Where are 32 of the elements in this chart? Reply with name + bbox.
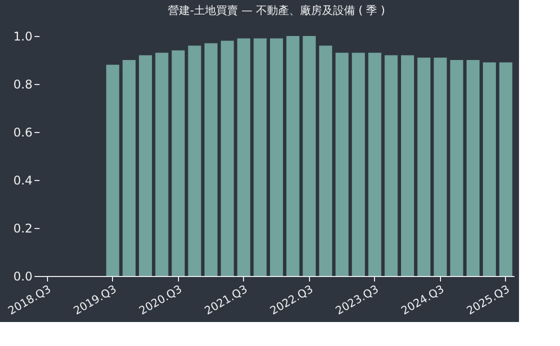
bar — [106, 64, 120, 276]
y-tick-label: 0.8 — [13, 78, 32, 92]
bar — [302, 36, 316, 276]
y-tick-label: 0.0 — [13, 270, 32, 284]
y-tick-label: 0.6 — [13, 126, 32, 140]
bar — [466, 60, 480, 276]
bar — [401, 55, 414, 276]
y-tick-label: 0.2 — [13, 222, 32, 236]
bar — [384, 55, 398, 276]
bar — [352, 52, 365, 276]
y-tick-label: 1.0 — [13, 30, 32, 44]
bar — [286, 36, 300, 276]
bar — [434, 58, 447, 276]
bar — [336, 52, 349, 276]
bar — [122, 60, 136, 276]
y-tick-label: 0.4 — [13, 174, 32, 188]
chart-title: 營建-土地買賣 — 不動產、廠房及設備 ( 季 ) — [168, 4, 386, 17]
bar — [450, 60, 464, 276]
bar — [499, 62, 512, 276]
bar — [482, 62, 496, 276]
bar — [188, 46, 202, 276]
bar — [172, 50, 185, 276]
bar — [417, 58, 430, 276]
bar — [270, 38, 283, 276]
bar — [254, 38, 267, 276]
bar — [237, 38, 250, 276]
bar — [368, 52, 382, 276]
bar — [204, 43, 218, 276]
bar — [138, 55, 152, 276]
bar — [155, 52, 168, 276]
bar — [220, 40, 234, 276]
bar — [319, 46, 332, 276]
